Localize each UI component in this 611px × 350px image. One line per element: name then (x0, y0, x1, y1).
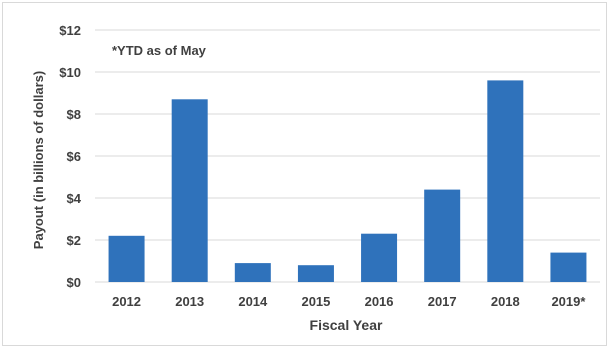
bar-2019 (550, 252, 587, 282)
x-tick-labels: 2012 2013 2014 2015 2016 2017 2018 2019* (112, 294, 586, 309)
y-tick-label: $0 (67, 275, 81, 290)
y-tick-label: $12 (59, 23, 81, 38)
x-tick-label: 2013 (175, 294, 204, 309)
x-tick-label: 2019* (551, 294, 586, 309)
y-tick-label: $8 (67, 107, 81, 122)
bar-2014 (234, 263, 271, 282)
y-axis-label: Payout (in billions of dollars) (31, 71, 46, 249)
x-tick-label: 2012 (112, 294, 141, 309)
y-tick-label: $2 (67, 233, 81, 248)
x-tick-label: 2014 (238, 294, 268, 309)
x-tick-label: 2018 (491, 294, 520, 309)
bar-2017 (424, 189, 461, 282)
bar-2018 (487, 80, 524, 283)
y-tick-labels: $0 $2 $4 $6 $8 $10 $12 (59, 23, 81, 290)
bars (108, 80, 587, 283)
y-tick-label: $10 (59, 65, 81, 80)
gridlines (95, 29, 600, 283)
y-tick-label: $6 (67, 149, 81, 164)
bar-2016 (361, 233, 398, 282)
x-tick-label: 2017 (428, 294, 457, 309)
y-tick-label: $4 (67, 191, 82, 206)
bar-2012 (108, 235, 145, 282)
bar-2013 (171, 99, 208, 282)
x-axis-label: Fiscal Year (310, 317, 383, 333)
chart-annotation: *YTD as of May (112, 43, 207, 58)
x-tick-label: 2016 (365, 294, 394, 309)
bar-2015 (297, 265, 334, 282)
x-tick-label: 2015 (301, 294, 330, 309)
